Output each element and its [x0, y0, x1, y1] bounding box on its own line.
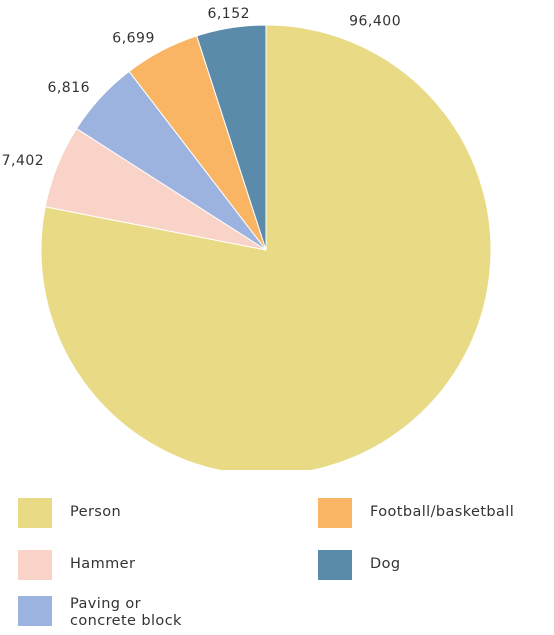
legend-item-football: Football/basketball [318, 498, 514, 528]
legend-item-person: Person [18, 498, 121, 528]
legend-label-dog: Dog [370, 556, 401, 572]
pie-slice-dog [196, 24, 267, 251]
legend-label-hammer: Hammer [70, 556, 136, 572]
legend-label-paving: Paving or concrete block [70, 596, 182, 629]
legend-swatch-paving [18, 596, 52, 626]
data-label-football: 6,699 [112, 30, 155, 46]
legend-label-person: Person [70, 504, 122, 520]
chart-legend: Person Hammer Paving or concrete block F… [0, 480, 554, 635]
legend-item-dog: Dog [318, 550, 400, 580]
legend-swatch-hammer [18, 550, 52, 580]
legend-swatch-person [18, 498, 52, 528]
data-label-hammer: 7,402 [2, 153, 45, 169]
data-label-person: 96,400 [349, 14, 401, 30]
legend-swatch-dog [318, 550, 352, 580]
pie-chart: 96,400 7,402 6,816 6,699 6,152 [2, 6, 492, 470]
pie-slice-person [40, 24, 492, 470]
legend-swatch-football [318, 498, 352, 528]
legend-item-paving: Paving or concrete block [18, 596, 182, 630]
data-label-paving: 6,816 [47, 80, 90, 96]
legend-label-football: Football/basketball [370, 504, 515, 520]
data-label-dog: 6,152 [207, 6, 250, 22]
legend-item-hammer: Hammer [18, 550, 135, 580]
